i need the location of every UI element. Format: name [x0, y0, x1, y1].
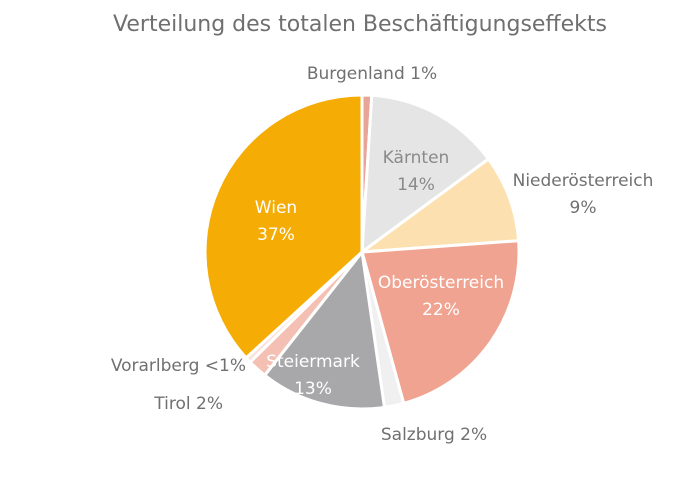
- data-label-value-oberösterreich: 22%: [422, 300, 460, 320]
- data-label-name-niederösterreich: Niederösterreich: [513, 171, 654, 191]
- data-label-value-wien: 37%: [257, 225, 295, 245]
- data-label-name-oberösterreich: Oberösterreich: [378, 273, 504, 293]
- pie-slices: [203, 93, 521, 411]
- pie-labels: Burgenland 1% Kärnten 14% Niederösterreich 9…: [111, 64, 654, 445]
- data-label-value-kärnten: 14%: [397, 175, 435, 195]
- pie-slice-niederösterreich: [356, 156, 521, 254]
- data-label-value-steiermark: 13%: [294, 379, 332, 399]
- data-label-value-niederösterreich: 9%: [570, 198, 597, 218]
- data-label-name-steiermark: Steiermark: [266, 352, 360, 372]
- pie-slice-oberösterreich: [360, 239, 521, 406]
- pie-slice-wien: [203, 93, 364, 361]
- pie-slice-kärnten: [360, 93, 491, 256]
- data-label-vorarlberg: Vorarlberg <1%: [111, 356, 246, 376]
- data-label-tirol: Tirol 2%: [153, 394, 223, 414]
- data-label-name-kärnten: Kärnten: [383, 148, 450, 168]
- data-label-burgenland: Burgenland 1%: [307, 64, 437, 84]
- pie-slice-steiermark: [262, 248, 387, 411]
- data-label-name-wien: Wien: [255, 198, 297, 218]
- data-label-salzburg: Salzburg 2%: [381, 425, 487, 445]
- chart-title: Verteilung des totalen Beschäftigungseff…: [113, 12, 607, 37]
